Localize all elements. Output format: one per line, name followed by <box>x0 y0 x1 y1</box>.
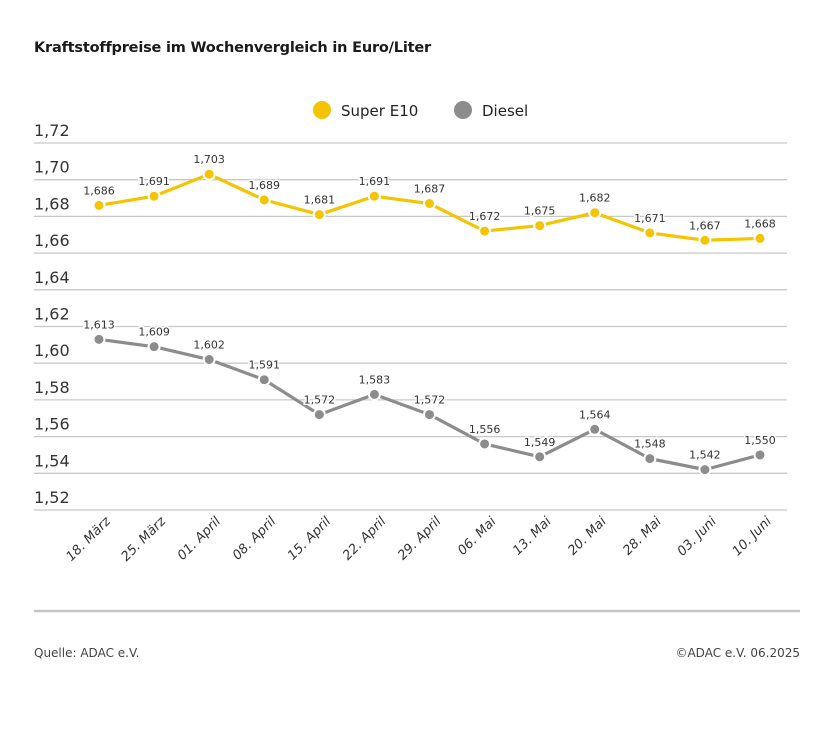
x-tick-label: 06. Mai <box>455 514 500 559</box>
data-label: 1,682 <box>579 192 611 205</box>
data-label: 1,672 <box>469 210 501 223</box>
data-label: 1,686 <box>83 184 115 197</box>
data-label: 1,583 <box>359 373 391 386</box>
data-label: 1,703 <box>193 153 225 166</box>
x-tick-label: 28. Mai <box>620 514 665 559</box>
data-label: 1,613 <box>83 318 115 331</box>
x-tick-label: 01. April <box>175 514 224 563</box>
data-point <box>753 448 767 462</box>
data-point <box>478 224 492 238</box>
data-point <box>92 332 106 346</box>
data-point <box>147 340 161 354</box>
source-note: Quelle: ADAC e.V. <box>34 646 140 660</box>
y-tick-label: 1,72 <box>34 121 70 140</box>
data-label: 1,667 <box>689 219 721 232</box>
data-point <box>533 219 547 233</box>
data-point <box>202 167 216 181</box>
data-label: 1,675 <box>524 205 556 218</box>
legend-label: Super E10 <box>341 102 418 120</box>
data-label: 1,550 <box>744 434 776 447</box>
y-tick-label: 1,60 <box>34 341 70 360</box>
y-tick-label: 1,64 <box>34 268 70 287</box>
legend-marker-super-e10 <box>313 101 331 119</box>
data-point <box>92 198 106 212</box>
x-tick-label: 22. April <box>340 514 389 563</box>
data-label: 1,591 <box>249 359 281 372</box>
data-label: 1,572 <box>304 394 336 407</box>
data-point <box>147 189 161 203</box>
data-label: 1,602 <box>193 339 225 352</box>
x-tick-label: 15. April <box>285 514 334 563</box>
data-label: 1,691 <box>359 175 391 188</box>
x-tick-label: 20. Mai <box>565 514 610 559</box>
copyright-note: ©ADAC e.V. 06.2025 <box>675 646 800 660</box>
y-tick-label: 1,56 <box>34 415 70 434</box>
data-point <box>588 206 602 220</box>
y-tick-label: 1,58 <box>34 378 70 397</box>
data-label: 1,572 <box>414 394 446 407</box>
data-label: 1,687 <box>414 183 446 196</box>
data-label: 1,681 <box>304 194 336 207</box>
data-point <box>257 193 271 207</box>
data-point <box>257 373 271 387</box>
y-tick-label: 1,62 <box>34 305 70 324</box>
data-point <box>698 463 712 477</box>
data-label: 1,691 <box>138 175 170 188</box>
y-tick-label: 1,54 <box>34 451 70 470</box>
x-tick-label: 03. Juni <box>675 514 720 559</box>
x-tick-label: 08. April <box>230 514 279 563</box>
data-label: 1,609 <box>138 326 170 339</box>
data-point <box>423 408 436 422</box>
x-tick-label: 25. März <box>119 513 170 564</box>
data-point <box>312 408 326 422</box>
x-tick-label: 10. Juni <box>730 514 775 559</box>
data-label: 1,689 <box>249 179 281 192</box>
data-point <box>367 189 381 203</box>
data-label: 1,671 <box>634 212 666 225</box>
data-point <box>367 387 381 401</box>
data-label: 1,548 <box>634 438 666 451</box>
data-label: 1,668 <box>744 217 776 230</box>
data-point <box>698 233 712 247</box>
data-label: 1,549 <box>524 436 556 449</box>
legend-marker-diesel <box>454 101 472 119</box>
x-tick-label: 13. Mai <box>510 514 555 559</box>
data-point <box>533 450 547 464</box>
y-tick-label: 1,66 <box>34 231 70 250</box>
chart-title: Kraftstoffpreise im Wochenvergleich in E… <box>34 40 431 56</box>
x-tick-label: 18. März <box>64 513 115 564</box>
data-label: 1,556 <box>469 423 501 436</box>
data-label: 1,542 <box>689 449 721 462</box>
data-label: 1,564 <box>579 408 611 421</box>
data-point <box>202 353 216 367</box>
y-tick-label: 1,70 <box>34 158 70 177</box>
data-point <box>423 197 436 211</box>
legend-label: Diesel <box>482 102 528 120</box>
x-tick-label: 29. April <box>395 514 444 563</box>
data-point <box>588 422 602 436</box>
data-point <box>753 231 767 245</box>
data-point <box>643 452 657 466</box>
data-point <box>643 226 657 240</box>
y-tick-label: 1,68 <box>34 194 70 213</box>
data-point <box>312 208 326 222</box>
y-tick-label: 1,52 <box>34 488 70 507</box>
data-point <box>478 437 492 451</box>
